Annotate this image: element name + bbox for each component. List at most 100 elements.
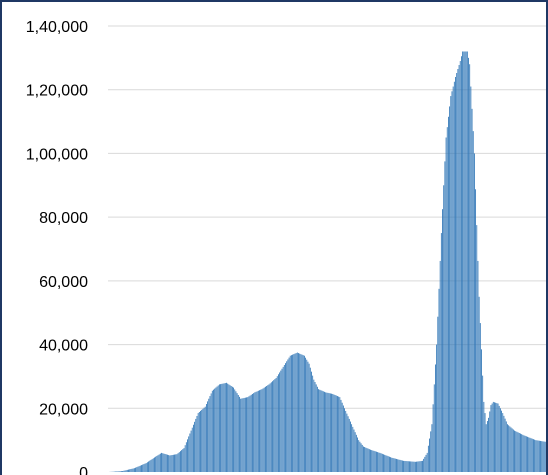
bar xyxy=(241,398,243,472)
bar xyxy=(492,401,494,472)
bar xyxy=(368,449,370,472)
bar xyxy=(326,392,328,472)
bar xyxy=(276,376,278,472)
bar xyxy=(302,355,304,472)
y-tick-label: 1,00,000 xyxy=(26,146,88,163)
bar xyxy=(188,436,190,472)
bar xyxy=(479,323,481,472)
bar xyxy=(357,437,358,472)
bar xyxy=(413,461,415,472)
bar xyxy=(490,405,492,472)
bar xyxy=(333,394,335,472)
bar xyxy=(347,416,349,472)
bar xyxy=(303,355,305,472)
bar xyxy=(502,413,504,472)
bar xyxy=(399,459,401,472)
bar xyxy=(227,383,229,472)
bar xyxy=(139,465,141,472)
bar xyxy=(119,471,121,472)
bar xyxy=(240,398,242,472)
bar xyxy=(268,384,270,472)
bar xyxy=(216,386,218,472)
bar xyxy=(377,452,379,472)
bar xyxy=(222,383,224,472)
bar xyxy=(523,435,525,472)
bar xyxy=(471,108,473,472)
bar xyxy=(172,454,174,472)
bar xyxy=(281,368,283,472)
bar xyxy=(440,233,442,472)
bar xyxy=(530,438,532,472)
bar xyxy=(129,469,131,472)
bar xyxy=(495,402,497,472)
bar xyxy=(180,451,181,472)
bar xyxy=(133,468,135,472)
bar xyxy=(341,402,343,472)
bar xyxy=(520,433,521,472)
bar xyxy=(135,467,136,472)
bar xyxy=(409,461,410,472)
bar xyxy=(375,451,377,472)
bar xyxy=(293,354,295,472)
bar xyxy=(189,433,191,472)
bar xyxy=(131,468,133,472)
bar xyxy=(254,392,256,472)
bar xyxy=(230,385,232,472)
bar xyxy=(481,349,482,472)
bar xyxy=(353,429,355,472)
bar xyxy=(267,385,269,472)
bar xyxy=(185,442,187,472)
bar xyxy=(164,453,166,472)
bar xyxy=(342,405,344,472)
bar xyxy=(237,395,239,472)
bar xyxy=(351,424,353,472)
y-tick-label: 40,000 xyxy=(39,338,88,355)
bar xyxy=(307,361,309,472)
bar xyxy=(371,450,373,472)
bar xyxy=(289,355,291,472)
bar xyxy=(378,452,380,472)
bar xyxy=(306,359,308,472)
bar xyxy=(250,394,252,472)
bar xyxy=(262,388,264,473)
bar xyxy=(190,430,192,472)
bar xyxy=(420,461,422,472)
bar xyxy=(529,437,531,472)
bar xyxy=(259,390,260,472)
bar xyxy=(437,316,439,472)
bar xyxy=(456,72,458,473)
bar xyxy=(168,455,170,472)
bar xyxy=(122,471,124,472)
bar xyxy=(461,56,462,472)
bar xyxy=(543,441,545,472)
bar xyxy=(478,296,480,472)
bar xyxy=(485,424,487,472)
bar xyxy=(387,456,389,472)
bar xyxy=(392,457,394,472)
bar xyxy=(244,397,246,472)
y-tick-label: 80,000 xyxy=(39,210,88,227)
bar xyxy=(231,386,233,472)
bar xyxy=(246,397,247,472)
bar xyxy=(418,461,420,472)
bar xyxy=(505,421,507,472)
bar xyxy=(431,424,433,472)
bar xyxy=(312,375,314,472)
bar xyxy=(524,435,526,472)
bar xyxy=(151,459,153,472)
bar xyxy=(252,393,253,472)
bar xyxy=(417,461,419,472)
bar xyxy=(325,392,327,472)
bar xyxy=(367,448,369,472)
bar xyxy=(538,440,540,472)
bar xyxy=(187,439,188,472)
bar xyxy=(152,458,154,472)
bar xyxy=(300,354,302,472)
bar xyxy=(146,462,148,472)
bar xyxy=(346,413,348,472)
bar xyxy=(321,390,323,472)
bar xyxy=(432,404,434,472)
y-tick-label: 1,40,000 xyxy=(26,19,88,36)
bar xyxy=(466,51,468,473)
bar xyxy=(174,454,175,472)
